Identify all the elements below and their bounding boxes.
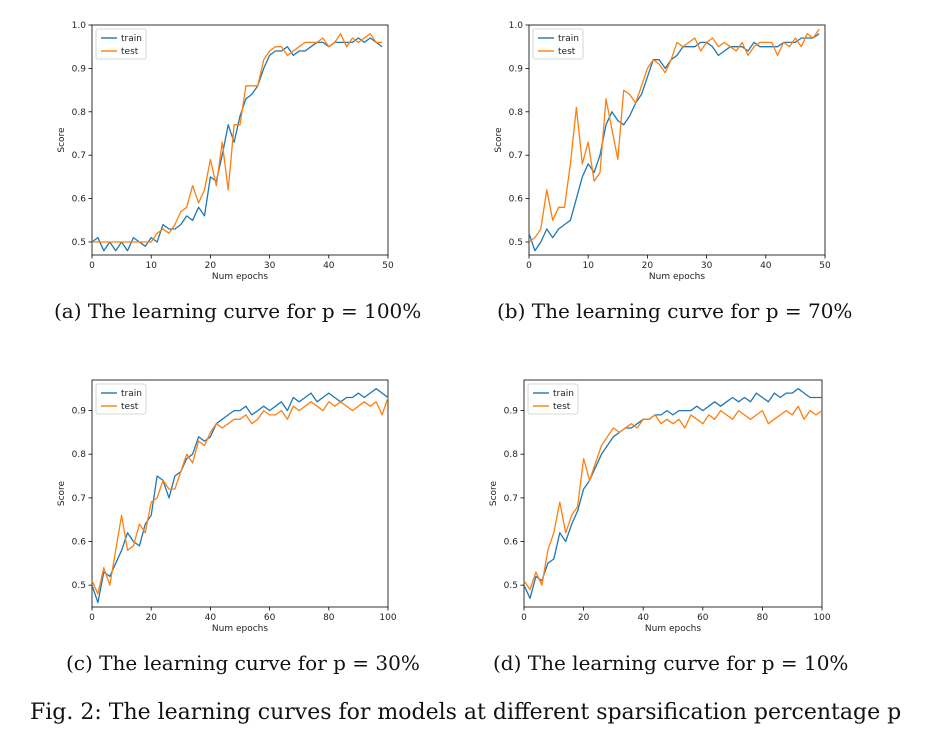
plot-frame bbox=[528, 24, 826, 256]
chart-a: 0 10 20 30 40 50 0.5 0.6 0.7 0.8 0.9 1.0 Num epochs S… bbox=[57, 21, 394, 282]
x-tick-label: 100 bbox=[379, 613, 396, 623]
legend-label-train: train bbox=[121, 34, 142, 44]
series-line-test bbox=[91, 397, 389, 595]
legend-label-train: train bbox=[558, 34, 579, 44]
x-tick-label: 40 bbox=[760, 261, 772, 271]
legend: train test bbox=[95, 28, 147, 60]
y-tick-label: 0.9 bbox=[72, 407, 87, 417]
x-tick-label: 20 bbox=[578, 613, 590, 623]
x-tick-label: 0 bbox=[89, 613, 95, 623]
y-tick-label: 0.5 bbox=[72, 238, 86, 248]
x-tick-label: 40 bbox=[637, 613, 649, 623]
y-tick-label: 1.0 bbox=[509, 21, 524, 31]
x-tick-label: 20 bbox=[205, 261, 217, 271]
x-tick-label: 10 bbox=[582, 261, 594, 271]
chart-panel-b: 0 10 20 30 40 50 0.5 0.6 0.7 0.8 0.9 1.0 Num epochs S… bbox=[463, 0, 926, 330]
y-tick-label: 0.7 bbox=[72, 494, 86, 504]
y-tick-label: 0.8 bbox=[72, 450, 87, 460]
y-tick-label: 0.8 bbox=[72, 108, 87, 118]
plot-frame bbox=[523, 379, 823, 608]
x-tick-label: 50 bbox=[819, 261, 831, 271]
x-tick-label: 0 bbox=[89, 261, 95, 271]
x-tick-label: 40 bbox=[323, 261, 335, 271]
x-tick-label: 30 bbox=[701, 261, 713, 271]
y-axis-label: Score bbox=[57, 127, 67, 153]
legend-label-test: test bbox=[558, 47, 576, 57]
series-line-train bbox=[528, 33, 820, 252]
x-tick-label: 80 bbox=[757, 613, 769, 623]
chart-c: 0 20 40 60 80 100 0.5 0.6 0.7 0.8 0.9 Num epochs Sco… bbox=[57, 379, 397, 634]
y-axis-label: Score bbox=[494, 127, 504, 153]
chart-panel-a: 0 10 20 30 40 50 0.5 0.6 0.7 0.8 0.9 1.0 Num epochs S… bbox=[0, 0, 463, 330]
series-line-train bbox=[91, 388, 389, 604]
x-tick-label: 30 bbox=[264, 261, 276, 271]
chart-caption-a: (a) The learning curve for p = 100% bbox=[54, 299, 422, 323]
y-tick-label: 0.8 bbox=[509, 108, 524, 118]
x-tick-label: 20 bbox=[642, 261, 654, 271]
y-tick-label: 0.9 bbox=[72, 64, 87, 74]
chart-b: 0 10 20 30 40 50 0.5 0.6 0.7 0.8 0.9 1.0 Num epochs S… bbox=[494, 21, 831, 282]
legend-label-test: test bbox=[553, 402, 571, 412]
x-axis-label: Num epochs bbox=[649, 272, 705, 282]
legend: train test bbox=[532, 28, 584, 60]
y-tick-label: 0.6 bbox=[509, 195, 524, 205]
x-tick-label: 50 bbox=[382, 261, 394, 271]
plot-frame bbox=[91, 24, 389, 256]
x-axis-label: Num epochs bbox=[212, 272, 268, 282]
series-line-test bbox=[523, 405, 823, 591]
figure-caption: Fig. 2: The learning curves for models a… bbox=[30, 700, 902, 725]
chart-panel-c: 0 20 40 60 80 100 0.5 0.6 0.7 0.8 0.9 Num epochs Sco… bbox=[0, 372, 463, 692]
y-axis-label: Score bbox=[489, 480, 499, 506]
series-line-test bbox=[92, 33, 383, 243]
series-line-test bbox=[528, 28, 820, 243]
y-tick-label: 0.7 bbox=[509, 151, 523, 161]
legend: train test bbox=[95, 383, 147, 415]
chart-caption-c: (c) The learning curve for p = 30% bbox=[66, 651, 420, 675]
legend-label-train: train bbox=[553, 389, 574, 399]
x-tick-label: 40 bbox=[205, 613, 217, 623]
y-tick-label: 0.6 bbox=[72, 538, 87, 548]
y-tick-label: 0.8 bbox=[504, 450, 519, 460]
y-tick-label: 0.6 bbox=[504, 538, 519, 548]
y-axis-label: Score bbox=[57, 480, 67, 506]
plot-frame bbox=[91, 379, 389, 608]
y-tick-label: 0.9 bbox=[509, 64, 524, 74]
series-line-train bbox=[523, 388, 822, 599]
x-tick-label: 80 bbox=[323, 613, 335, 623]
y-tick-label: 0.6 bbox=[72, 195, 87, 205]
chart-panel-d: 0 20 40 60 80 100 0.5 0.6 0.7 0.8 0.9 Num epochs Sco… bbox=[463, 372, 926, 692]
legend-label-test: test bbox=[121, 47, 139, 57]
x-tick-label: 20 bbox=[145, 613, 157, 623]
chart-d: 0 20 40 60 80 100 0.5 0.6 0.7 0.8 0.9 Num epochs Sco… bbox=[489, 379, 831, 634]
chart-caption-d: (d) The learning curve for p = 10% bbox=[493, 651, 849, 675]
x-tick-label: 10 bbox=[145, 261, 157, 271]
x-tick-label: 60 bbox=[697, 613, 709, 623]
x-tick-label: 0 bbox=[526, 261, 532, 271]
legend: train test bbox=[527, 383, 579, 415]
x-axis-label: Num epochs bbox=[212, 624, 268, 634]
x-tick-label: 0 bbox=[521, 613, 527, 623]
x-axis-label: Num epochs bbox=[645, 624, 701, 634]
legend-label-test: test bbox=[121, 402, 139, 412]
legend-label-train: train bbox=[121, 389, 142, 399]
y-tick-label: 0.5 bbox=[72, 581, 86, 591]
y-tick-label: 0.5 bbox=[509, 238, 523, 248]
x-tick-label: 100 bbox=[813, 613, 830, 623]
chart-caption-b: (b) The learning curve for p = 70% bbox=[497, 299, 853, 323]
y-tick-label: 0.7 bbox=[504, 494, 518, 504]
y-tick-label: 0.9 bbox=[504, 407, 519, 417]
series-line-train bbox=[91, 37, 383, 252]
y-tick-label: 0.7 bbox=[72, 151, 86, 161]
y-tick-label: 1.0 bbox=[72, 21, 87, 31]
x-tick-label: 60 bbox=[264, 613, 276, 623]
y-tick-label: 0.5 bbox=[504, 581, 518, 591]
